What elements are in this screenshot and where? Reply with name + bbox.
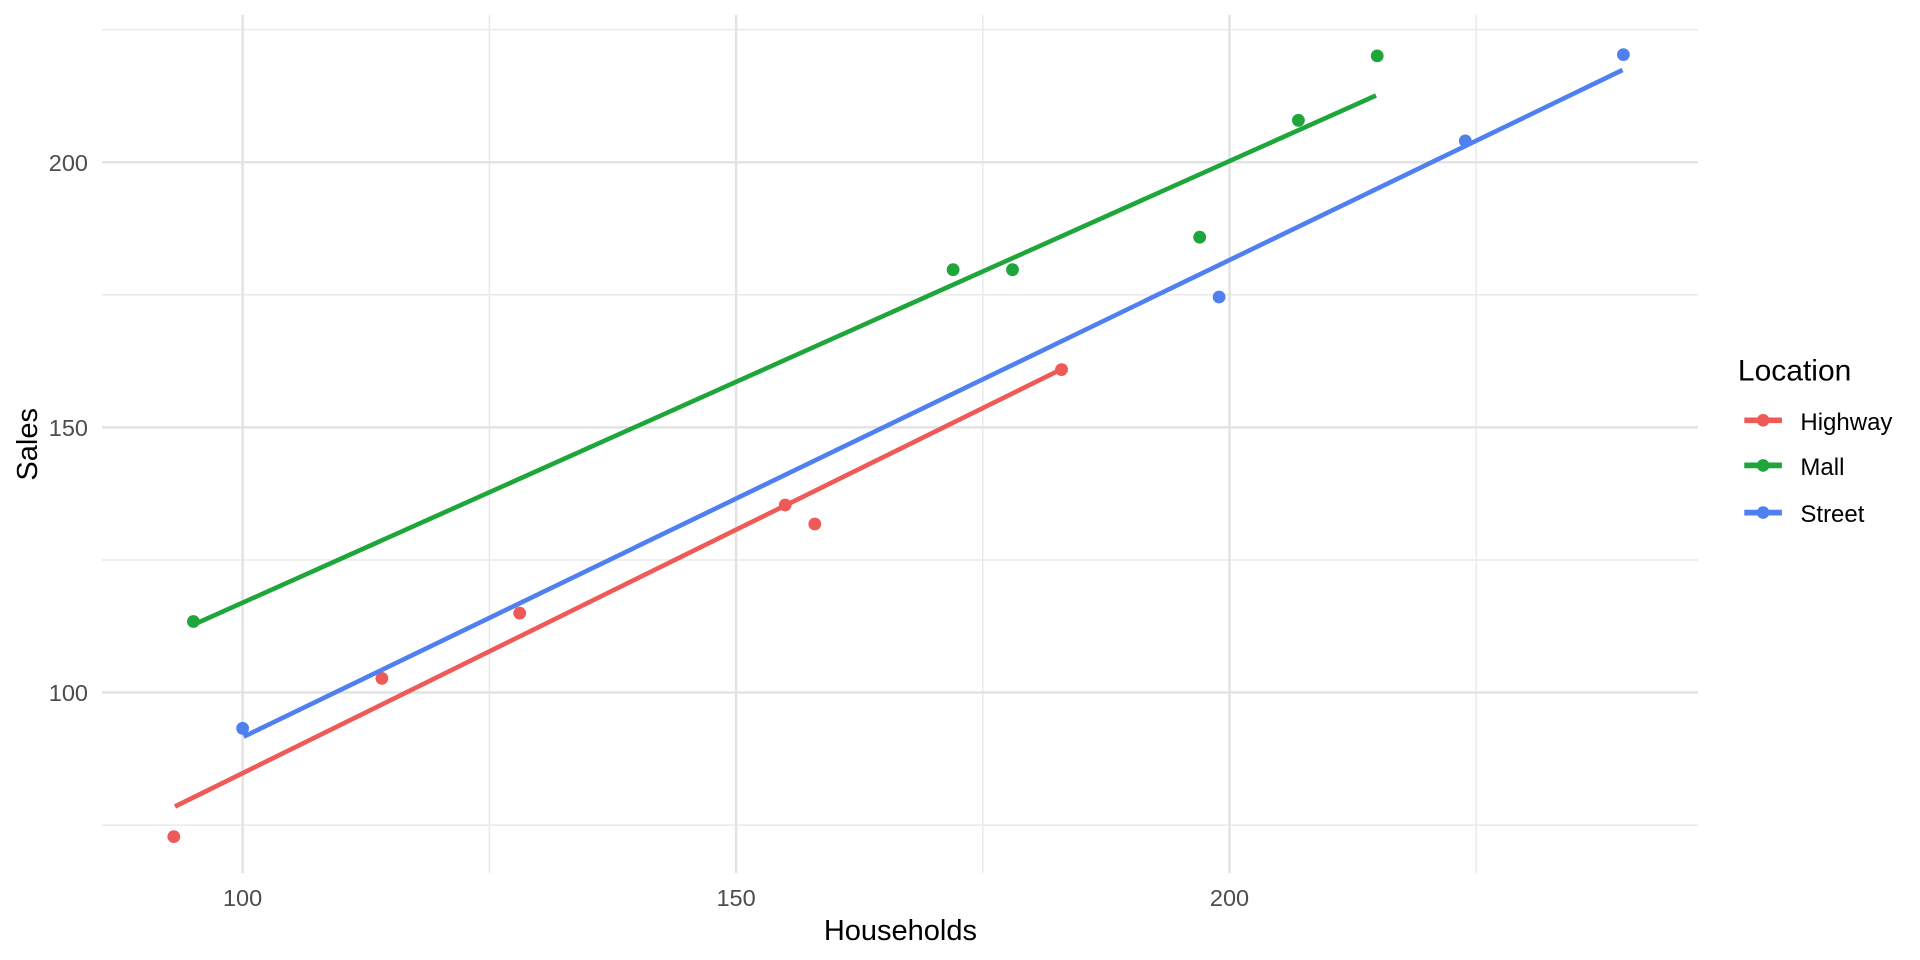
svg-text:150: 150 — [49, 415, 88, 441]
svg-text:Households: Households — [824, 915, 977, 947]
svg-text:Mall: Mall — [1800, 454, 1844, 481]
svg-text:100: 100 — [49, 680, 88, 706]
svg-text:200: 200 — [49, 150, 88, 176]
svg-text:100: 100 — [223, 885, 262, 911]
svg-text:Street: Street — [1800, 501, 1864, 528]
svg-text:200: 200 — [1210, 885, 1249, 911]
svg-text:150: 150 — [716, 885, 755, 911]
svg-text:Sales: Sales — [12, 408, 44, 481]
svg-text:Highway: Highway — [1800, 409, 1892, 436]
svg-text:Location: Location — [1738, 355, 1851, 388]
